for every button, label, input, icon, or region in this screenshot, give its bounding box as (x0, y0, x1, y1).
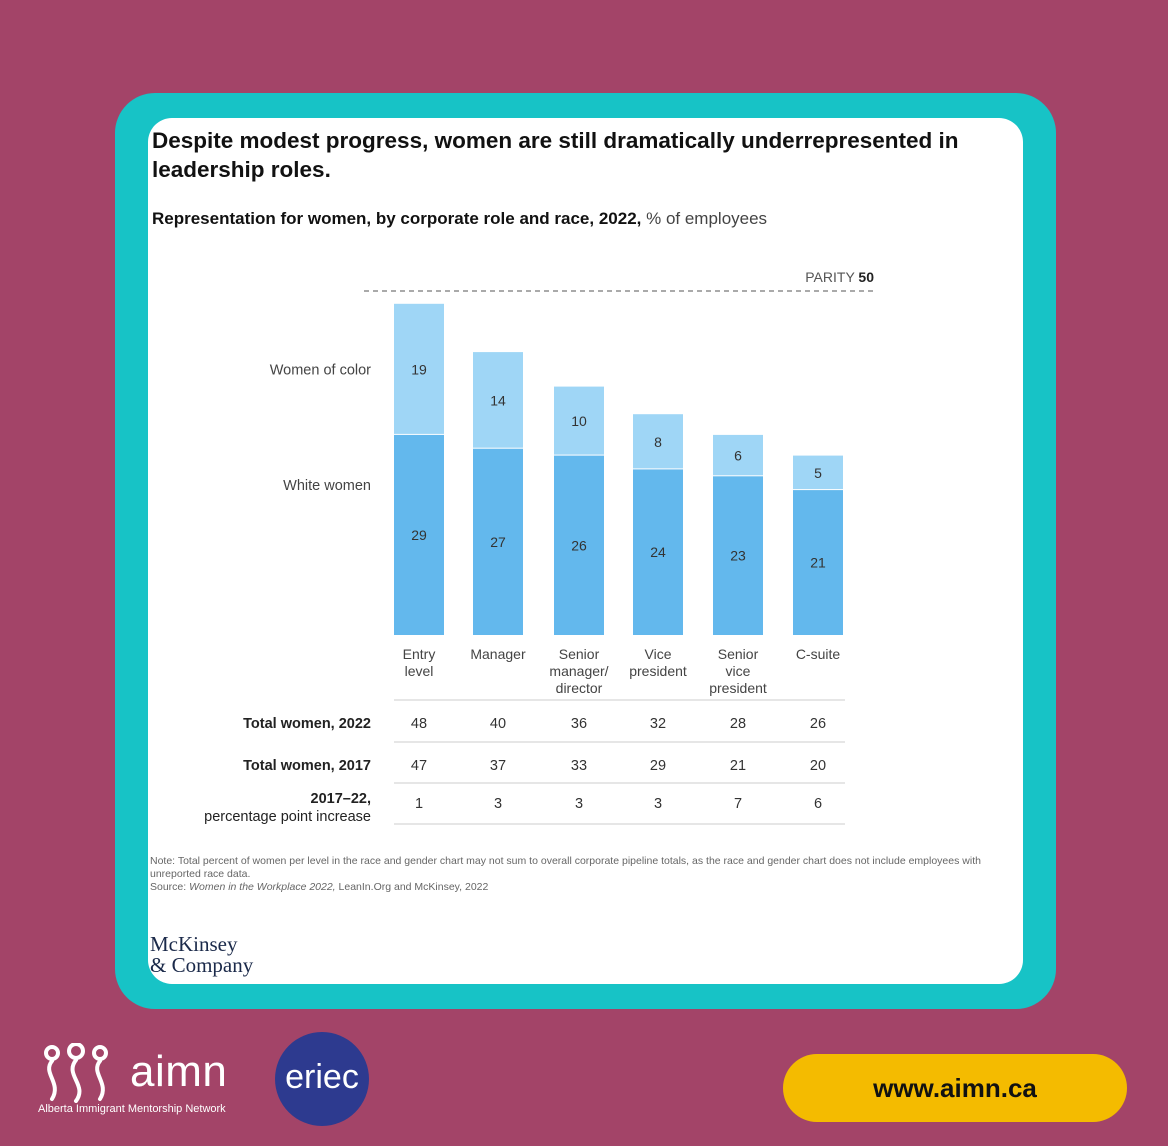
value-label-white-women-4: 23 (730, 548, 746, 564)
aimn-wordmark: aimn (130, 1047, 228, 1096)
chart-title: Despite modest progress, women are still… (152, 128, 959, 182)
bar-white-women-4 (713, 476, 763, 635)
source-rest: LeanIn.Org and McKinsey, 2022 (338, 881, 489, 893)
table-cell-2-2: 3 (575, 796, 583, 812)
stacked-bar-chart: PARITY 50 Women of color White women 29 19 En… (204, 269, 874, 825)
table-cell-2-3: 3 (654, 796, 662, 812)
table-cell-0-4: 28 (730, 716, 746, 732)
eriec-logo[interactable]: eriec (275, 1032, 369, 1126)
value-label-women-of-color-0: 19 (411, 361, 427, 377)
value-label-white-women-5: 21 (810, 555, 826, 571)
table-cell-2-5: 6 (814, 796, 822, 812)
bar-women-of-color-4 (713, 434, 763, 476)
aimn-tagline: Alberta Immigrant Mentorship Network (38, 1103, 226, 1115)
bar-white-women-0 (394, 434, 444, 635)
table-row-label-0: Total women, 2022 (243, 716, 371, 732)
note-text: Note: Total percent of women per level i… (150, 855, 981, 880)
category-label-4: vice (726, 663, 751, 679)
bar-women-of-color-0 (394, 303, 444, 434)
value-label-white-women-2: 26 (571, 537, 587, 553)
chart-card: Despite modest progress, women are still… (148, 118, 1023, 984)
category-label-3: president (629, 663, 687, 679)
table-cell-1-4: 21 (730, 758, 746, 774)
table-cell-0-0: 48 (411, 716, 427, 732)
category-label-4: president (709, 680, 767, 696)
series-label-white-women: White women (283, 478, 371, 494)
table-cell-1-1: 37 (490, 758, 506, 774)
category-label-2: Senior (559, 646, 600, 662)
value-label-women-of-color-4: 6 (734, 448, 742, 464)
subtitle-main: Representation for women, by corporate r… (152, 209, 642, 228)
bar-white-women-3 (633, 469, 683, 635)
value-label-women-of-color-1: 14 (490, 392, 506, 408)
source-prefix: Source: (150, 881, 187, 893)
table-cell-2-4: 7 (734, 796, 742, 812)
category-label-4: Senior (718, 646, 759, 662)
bar-women-of-color-2 (554, 386, 604, 455)
parity-label: PARITY 50 (805, 269, 874, 285)
category-label-2: director (556, 680, 603, 696)
source-title: Women in the Workplace 2022, (189, 881, 336, 893)
people-icon (44, 1043, 108, 1103)
chart-note: Note: Total percent of women per level i… (150, 855, 1020, 894)
category-label-2: manager/ (549, 663, 608, 679)
logo-line-1: McKinsey (150, 932, 238, 956)
bar-women-of-color-3 (633, 414, 683, 469)
eriec-wordmark: eriec (285, 1058, 359, 1096)
table-cell-2-0: 1 (415, 796, 423, 812)
aimn-logo[interactable]: aimn Alberta Immigrant Mentorship Networ… (38, 1035, 278, 1120)
table-cell-1-2: 33 (571, 758, 587, 774)
category-label-0: level (405, 663, 434, 679)
bar-women-of-color-1 (473, 352, 523, 448)
category-label-5: C-suite (796, 646, 841, 662)
website-url: www.aimn.ca (873, 1073, 1037, 1103)
table-cell-1-0: 47 (411, 758, 427, 774)
bar-white-women-5 (793, 490, 843, 635)
table-row-label-1: Total women, 2017 (243, 758, 371, 774)
website-link-button[interactable]: www.aimn.ca (783, 1054, 1127, 1122)
category-label-1: Manager (470, 646, 526, 662)
category-label-0: Entry (403, 646, 436, 662)
mckinsey-logo: McKinsey & Company (150, 934, 253, 976)
table-cell-2-1: 3 (494, 796, 502, 812)
subtitle-unit: % of employees (646, 209, 768, 228)
series-label-women-of-color: Women of color (270, 362, 371, 378)
table-cell-1-3: 29 (650, 758, 666, 774)
table-cell-0-3: 32 (650, 716, 666, 732)
value-label-white-women-0: 29 (411, 527, 427, 543)
table-cell-0-5: 26 (810, 716, 826, 732)
table-row-label-2: 2017–22, (311, 791, 371, 807)
table-cell-0-2: 36 (571, 716, 587, 732)
logo-line-2: & Company (150, 953, 254, 977)
table-row-label-2: percentage point increase (204, 809, 371, 825)
value-label-women-of-color-2: 10 (571, 413, 587, 429)
value-label-white-women-3: 24 (650, 544, 666, 560)
category-label-3: Vice (645, 646, 672, 662)
bar-white-women-1 (473, 448, 523, 635)
value-label-women-of-color-5: 5 (814, 465, 822, 481)
bar-white-women-2 (554, 455, 604, 635)
source-line: Source: Women in the Workplace 2022, Lea… (150, 881, 1020, 894)
value-label-white-women-1: 27 (490, 534, 506, 550)
table-cell-0-1: 40 (490, 716, 506, 732)
value-label-women-of-color-3: 8 (654, 434, 662, 450)
table-cell-1-5: 20 (810, 758, 826, 774)
chart-subtitle: Representation for women, by corporate r… (152, 209, 767, 229)
bar-women-of-color-5 (793, 455, 843, 490)
